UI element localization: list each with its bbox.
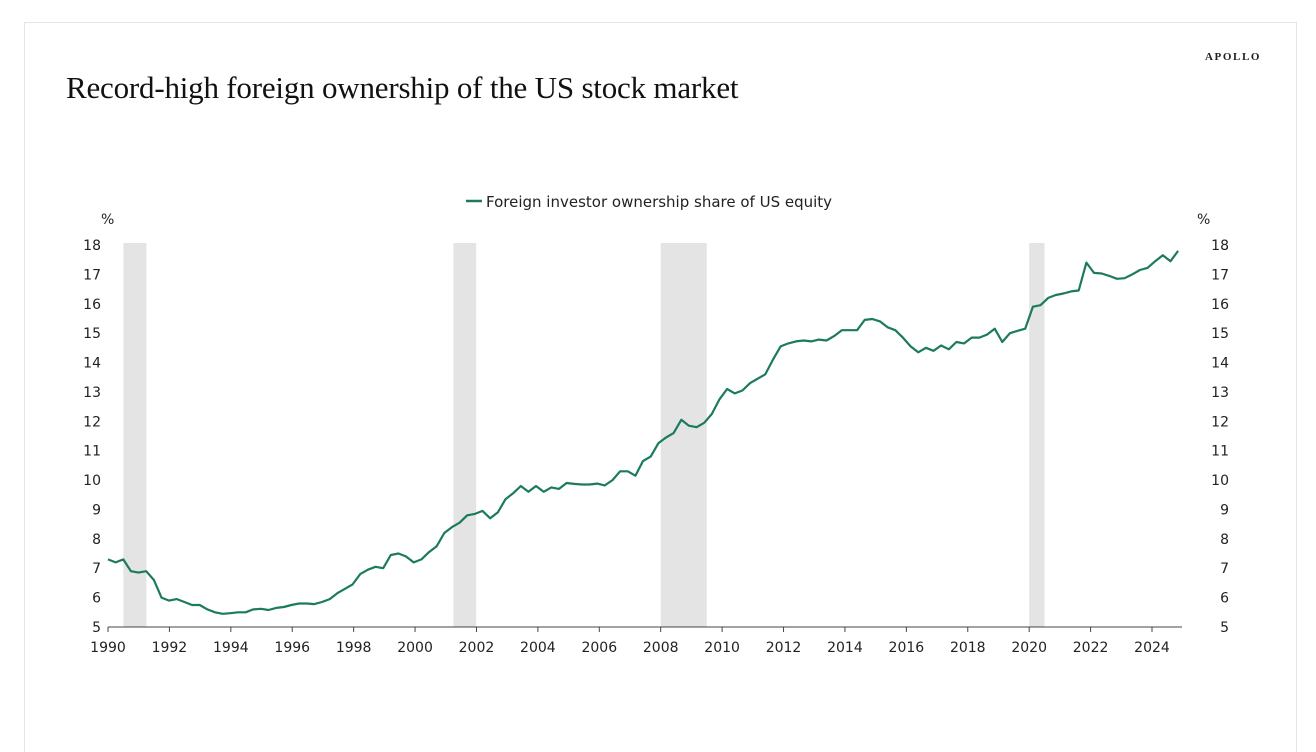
- recession-bands: [123, 243, 1045, 627]
- y-tick-label-right: 10: [1211, 473, 1229, 489]
- y-tick-label-left: 8: [92, 532, 101, 548]
- x-tick-label: 2012: [766, 640, 802, 656]
- x-tick-label: 2000: [397, 640, 433, 656]
- y-tick-label-left: 10: [83, 473, 101, 489]
- x-tick-label: 2018: [950, 640, 986, 656]
- series-line-foreign-ownership: [107, 250, 1179, 615]
- y-tick-label-left: 7: [92, 561, 101, 577]
- x-tick-label: 2006: [581, 640, 617, 656]
- y-tick-label-right: 14: [1211, 356, 1229, 372]
- x-tick-label: 1994: [213, 640, 249, 656]
- y-tick-label-left: 16: [83, 297, 101, 313]
- y-tick-label-right: 7: [1220, 561, 1229, 577]
- y-tick-label-right: 5: [1220, 620, 1229, 636]
- axes: 1990 1992 1994 1996 1998 2000 2002 2004 2006 2008…: [83, 238, 1229, 656]
- y-tick-label-right: 16: [1211, 297, 1229, 313]
- x-tick-label: 1998: [336, 640, 372, 656]
- y-tick-label-left: 18: [83, 238, 101, 254]
- x-tick-label: 1990: [90, 640, 126, 656]
- y-tick-label-right: 11: [1211, 444, 1229, 460]
- legend: Foreign investor ownership share of US e…: [466, 193, 832, 211]
- x-tick-label: 2016: [889, 640, 925, 656]
- y-tick-label-right: 15: [1211, 326, 1229, 342]
- y-axis-right-unit: %: [1197, 212, 1210, 228]
- legend-label: Foreign investor ownership share of US e…: [486, 193, 832, 211]
- y-tick-label-left: 12: [83, 414, 101, 430]
- x-tick-label: 2022: [1073, 640, 1109, 656]
- x-tick-label: 2024: [1134, 640, 1170, 656]
- chart-frame: [24, 22, 1297, 752]
- y-tick-label-left: 6: [92, 591, 101, 607]
- brand-logo: APOLLO: [1205, 51, 1262, 63]
- recession-band: [1029, 243, 1045, 627]
- x-tick-label: 2002: [459, 640, 495, 656]
- x-tick-label: 2010: [704, 640, 740, 656]
- x-tick-label: 2004: [520, 640, 556, 656]
- y-tick-label-left: 9: [92, 502, 101, 518]
- y-tick-label-right: 6: [1220, 591, 1229, 607]
- y-tick-label-left: 5: [92, 620, 101, 636]
- y-tick-label-left: 14: [83, 356, 101, 372]
- recession-band: [453, 243, 477, 627]
- y-tick-label-left: 15: [83, 326, 101, 342]
- y-tick-label-left: 13: [83, 385, 101, 401]
- recession-band: [660, 243, 707, 627]
- y-tick-label-left: 17: [83, 267, 101, 283]
- y-tick-label-left: 11: [83, 444, 101, 460]
- y-tick-label-right: 9: [1220, 502, 1229, 518]
- y-tick-label-right: 8: [1220, 532, 1229, 548]
- x-tick-label: 2008: [643, 640, 679, 656]
- x-tick-label: 1992: [152, 640, 188, 656]
- y-tick-label-right: 18: [1211, 238, 1229, 254]
- y-tick-label-right: 17: [1211, 267, 1229, 283]
- y-tick-label-right: 13: [1211, 385, 1229, 401]
- x-tick-label: 2020: [1011, 640, 1047, 656]
- recession-band: [123, 243, 147, 627]
- y-axis-left-unit: %: [101, 212, 114, 228]
- x-tick-label: 1996: [274, 640, 310, 656]
- y-tick-label-right: 12: [1211, 414, 1229, 430]
- x-tick-label: 2014: [827, 640, 863, 656]
- chart-title: Record-high foreign ownership of the US …: [66, 70, 739, 105]
